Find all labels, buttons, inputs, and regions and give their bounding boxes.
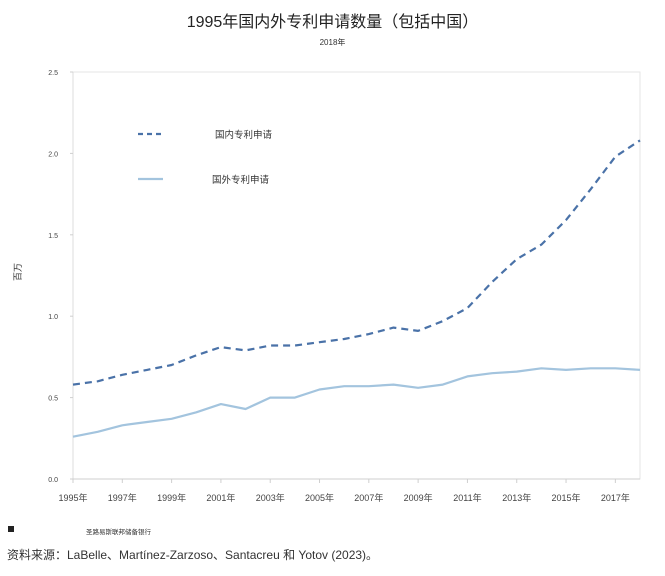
x-tick-label: 1997年 — [108, 492, 137, 503]
footnote-bullet — [8, 526, 14, 532]
data-point-s2 — [639, 369, 641, 371]
x-tick-label: 2017年 — [601, 492, 630, 503]
y-tick-label: 2.5 — [48, 70, 58, 77]
data-point-s2 — [516, 371, 518, 373]
legend-label-2: 国外专利申请 — [212, 174, 270, 186]
data-point-s1 — [442, 320, 444, 322]
data-point-s2 — [442, 384, 444, 386]
data-point-s1 — [72, 384, 74, 386]
y-tick-label: 1.5 — [48, 233, 58, 240]
data-point-s1 — [565, 219, 567, 221]
data-point-s2 — [269, 397, 271, 399]
x-tick-label: 1999年 — [157, 492, 186, 503]
y-tick-label: 0.5 — [48, 396, 58, 403]
data-point-s1 — [121, 374, 123, 376]
data-point-s1 — [195, 354, 197, 356]
data-point-s2 — [540, 367, 542, 369]
data-point-s1 — [220, 346, 222, 348]
x-tick-label: 2011年 — [453, 492, 481, 503]
data-point-s2 — [590, 367, 592, 369]
data-point-s2 — [565, 369, 567, 371]
y-tick-label: 1.0 — [48, 314, 58, 321]
data-point-s1 — [491, 281, 493, 283]
data-point-s1 — [393, 327, 395, 329]
data-point-s1 — [590, 188, 592, 190]
series-line-1 — [72, 139, 641, 386]
data-point-s2 — [121, 424, 123, 426]
chart-subtitle: 2018年 — [319, 38, 346, 47]
data-point-s2 — [467, 376, 469, 378]
data-point-s1 — [417, 330, 419, 332]
data-point-s2 — [491, 372, 493, 374]
data-point-s2 — [343, 385, 345, 387]
line-chart: 0.0 0.5 1.0 1.5 2.0 2.5 百万 1995年 1997年 1999年 2001年… — [13, 70, 641, 503]
data-point-s2 — [220, 403, 222, 405]
data-point-s1 — [368, 333, 370, 335]
data-point-s1 — [97, 380, 99, 382]
data-point-s1 — [146, 369, 148, 371]
y-tick-label: 2.0 — [48, 151, 58, 158]
data-point-s2 — [146, 421, 148, 423]
footnote: 圣路易斯联邦储备银行 — [86, 529, 151, 536]
source-note: 资料来源：LaBelle、Martínez-Zarzoso、Santacreu … — [7, 548, 379, 562]
data-point-s2 — [368, 385, 370, 387]
x-tick-label: 1995年 — [58, 492, 87, 503]
data-point-s2 — [294, 397, 296, 399]
series-line-2 — [72, 367, 641, 438]
data-point-s2 — [195, 411, 197, 413]
y-axis-label: 百万 — [13, 263, 23, 281]
data-point-s2 — [319, 389, 321, 391]
data-point-s1 — [294, 345, 296, 347]
data-point-s2 — [393, 384, 395, 386]
x-tick-label: 2005年 — [305, 492, 334, 503]
data-point-s2 — [245, 408, 247, 410]
data-point-s2 — [614, 367, 616, 369]
data-point-s2 — [97, 431, 99, 433]
x-tick-label: 2001年 — [206, 492, 235, 503]
data-point-s2 — [417, 387, 419, 389]
x-tick-label: 2013年 — [502, 492, 531, 503]
x-tick-label: 2003年 — [256, 492, 285, 503]
data-point-s1 — [319, 341, 321, 343]
data-point-s2 — [72, 436, 74, 438]
x-tick-label: 2007年 — [354, 492, 383, 503]
chart-title: 1995年国内外专利申请数量（包括中国） — [186, 14, 479, 31]
data-point-s1 — [540, 244, 542, 246]
y-tick-label: 0.0 — [48, 477, 58, 484]
x-tick-label: 2009年 — [404, 492, 433, 503]
legend-label-1: 国内专利申请 — [215, 129, 273, 141]
data-point-s2 — [171, 418, 173, 420]
data-point-s1 — [516, 258, 518, 260]
data-point-s1 — [245, 349, 247, 351]
data-point-s1 — [343, 338, 345, 340]
data-point-s1 — [171, 364, 173, 366]
data-point-s1 — [614, 156, 616, 158]
x-tick-label: 2015年 — [552, 492, 581, 503]
data-point-s1 — [467, 307, 469, 309]
data-point-s1 — [269, 345, 271, 347]
data-point-s1 — [639, 139, 641, 141]
